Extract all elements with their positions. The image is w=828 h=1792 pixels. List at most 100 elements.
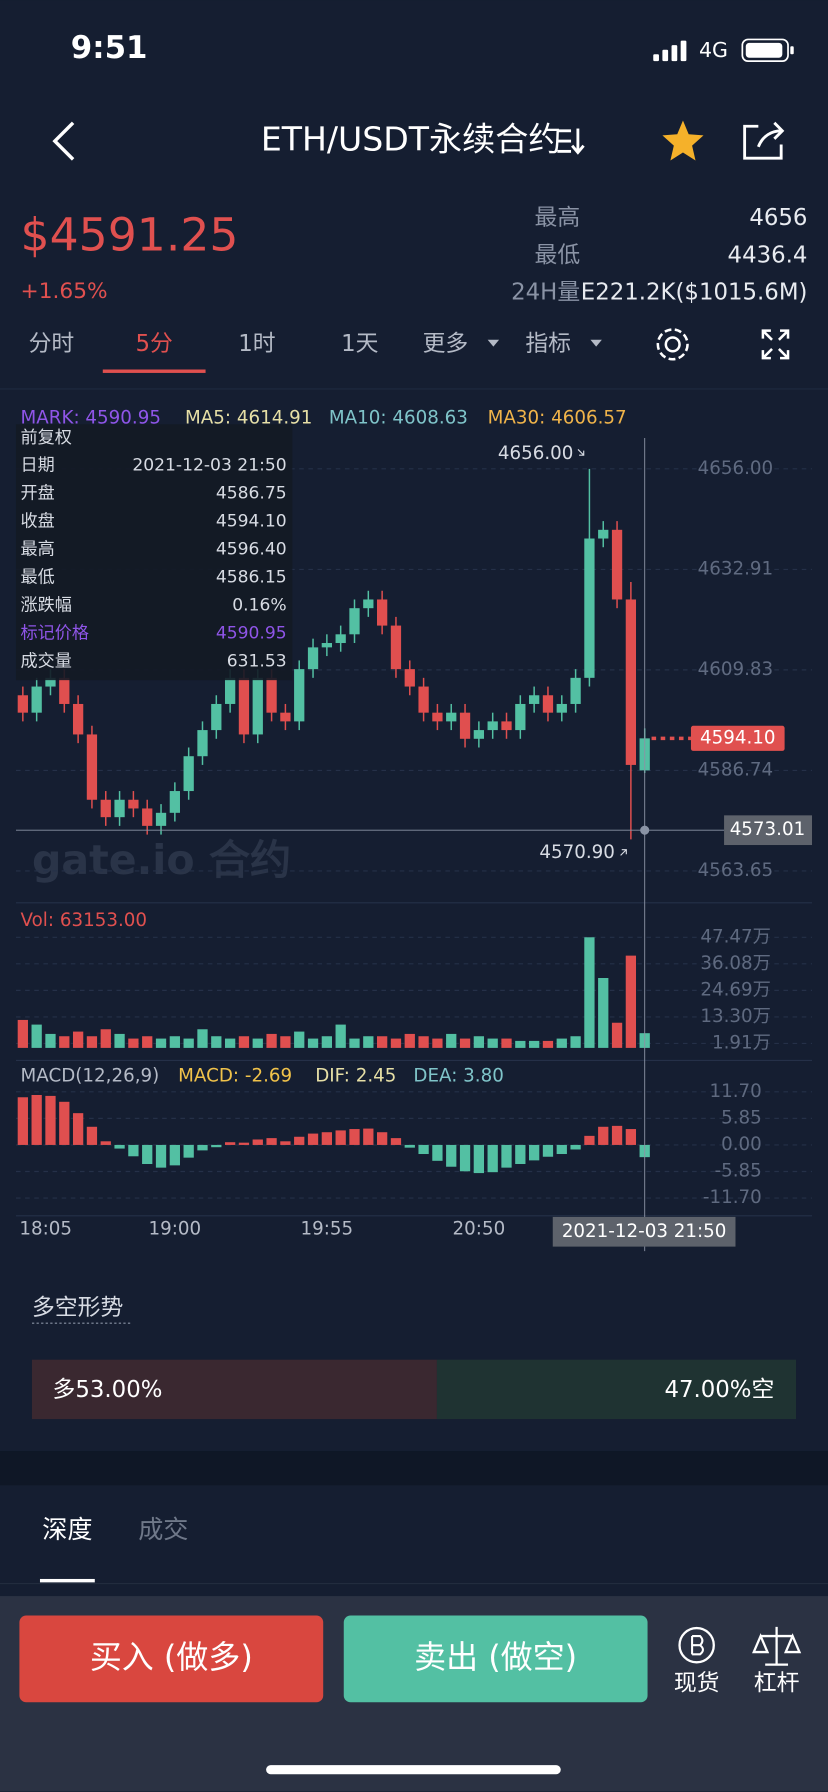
- section-tab[interactable]: 成交: [138, 1515, 188, 1544]
- y-tick-label: 4632.91: [698, 558, 774, 579]
- tooltip-label: 开盘: [21, 483, 55, 503]
- candle-body: [59, 677, 70, 704]
- macd-bar: [100, 1141, 111, 1145]
- macd-bar: [529, 1144, 540, 1161]
- interval-tab[interactable]: 分时: [29, 331, 75, 357]
- settings-button[interactable]: [656, 328, 689, 361]
- volume-bar: [59, 1036, 70, 1048]
- ma-legend: MARK: 4590.95: [21, 408, 161, 429]
- macd-legend: DIF: 2.45: [315, 1065, 396, 1086]
- y-tick-label: 5.85: [721, 1107, 762, 1128]
- y-tick-label: 47.47万: [700, 926, 771, 947]
- stat-label: 最高: [535, 205, 581, 231]
- candle-body: [349, 608, 360, 635]
- high-annotation: 4656.00: [498, 443, 574, 464]
- candle-body: [169, 791, 180, 813]
- interval-tab[interactable]: 指标: [525, 331, 571, 357]
- candle-body: [556, 703, 567, 713]
- tooltip-value: 631.53: [227, 651, 287, 671]
- candle-body: [280, 712, 291, 722]
- back-button[interactable]: [52, 121, 75, 161]
- macd-bar: [473, 1144, 485, 1174]
- tooltip-value: 4586.15: [216, 567, 287, 587]
- macd-bar: [280, 1141, 291, 1145]
- volume-bar: [169, 1036, 180, 1048]
- macd-bar: [501, 1144, 512, 1168]
- tooltip-value: 4586.75: [216, 483, 287, 503]
- interval-tab[interactable]: 5分: [135, 331, 172, 357]
- volume-bar: [86, 1036, 98, 1048]
- fullscreen-button[interactable]: [761, 329, 790, 360]
- volume-bar: [404, 1033, 415, 1048]
- interval-tab[interactable]: 1天: [341, 331, 379, 357]
- volume-bar: [280, 1036, 291, 1048]
- tooltip-box: [15, 424, 293, 681]
- favorite-button[interactable]: [662, 120, 704, 161]
- section-tab[interactable]: 深度: [42, 1515, 92, 1544]
- low-annotation: 4570.90: [539, 842, 615, 863]
- tooltip-label: 标记价格: [21, 623, 90, 643]
- candle-body: [155, 812, 167, 826]
- candle-body: [86, 734, 98, 800]
- margin-label: 杠杆: [754, 1671, 800, 1697]
- clock: 9:51: [71, 30, 148, 66]
- volume-bar: [224, 1038, 236, 1048]
- volume-bar: [252, 1038, 263, 1048]
- macd-bar: [363, 1128, 374, 1145]
- page-title: ETH/USDT永续合约: [261, 120, 562, 159]
- spot-button[interactable]: 现货: [674, 1626, 720, 1697]
- long-label: 多53.00%: [53, 1377, 163, 1403]
- macd-legend: DEA: 3.80: [413, 1065, 503, 1086]
- switch-icon[interactable]: [557, 128, 585, 155]
- volume-bar: [183, 1038, 194, 1048]
- volume-bar: [473, 1036, 485, 1048]
- y-tick-label: -11.70: [703, 1187, 762, 1208]
- candle-body: [31, 686, 42, 713]
- share-button[interactable]: [743, 121, 785, 160]
- interval-tab[interactable]: 1时: [238, 331, 275, 357]
- macd-bar: [390, 1138, 402, 1145]
- macd-bar: [169, 1144, 180, 1166]
- stat-value: 4656: [749, 205, 807, 231]
- macd-bar: [155, 1144, 167, 1168]
- volume-bar: [515, 1040, 526, 1048]
- candle-body: [100, 799, 111, 818]
- macd-bar: [59, 1101, 70, 1145]
- interval-tab[interactable]: 更多: [423, 331, 469, 357]
- buy-label: 买入 (做多): [90, 1638, 253, 1676]
- volume-title: Vol: 63153.00: [21, 910, 147, 931]
- macd-bar: [584, 1135, 595, 1145]
- buy-button[interactable]: [19, 1615, 324, 1703]
- last-price-tag: [690, 725, 785, 751]
- candle-body: [128, 799, 139, 809]
- margin-button[interactable]: 杠杆: [752, 1626, 802, 1697]
- volume-bar: [598, 977, 609, 1048]
- short-label: 47.00%空: [664, 1377, 774, 1403]
- volume-bar: [335, 1024, 346, 1048]
- volume-bar: [45, 1033, 56, 1048]
- sentiment-title: 多空形势: [32, 1295, 123, 1321]
- candle-body: [542, 695, 554, 713]
- macd-title: MACD(12,26,9): [21, 1065, 160, 1086]
- x-tick-label: 20:50: [453, 1218, 506, 1239]
- candle-body: [473, 730, 485, 739]
- section-gap: [0, 1451, 828, 1486]
- dropdown-arrow: [590, 339, 602, 347]
- volume-bar: [128, 1038, 139, 1048]
- volume-bar: [197, 1029, 208, 1048]
- volume-bar: [542, 1040, 554, 1048]
- volume-bar: [211, 1036, 222, 1048]
- sell-button[interactable]: [343, 1615, 648, 1703]
- home-indicator: [266, 1765, 561, 1775]
- macd-bar: [625, 1129, 637, 1145]
- volume-bar: [307, 1038, 319, 1048]
- crosshair-dot: [640, 825, 650, 835]
- y-tick-label: 11.70: [709, 1081, 761, 1102]
- y-tick-label: 4586.74: [698, 759, 774, 780]
- volume-bar: [487, 1038, 498, 1048]
- candle-body: [17, 695, 28, 713]
- volume-bar: [625, 955, 637, 1048]
- tooltip-label: 最高: [21, 539, 55, 559]
